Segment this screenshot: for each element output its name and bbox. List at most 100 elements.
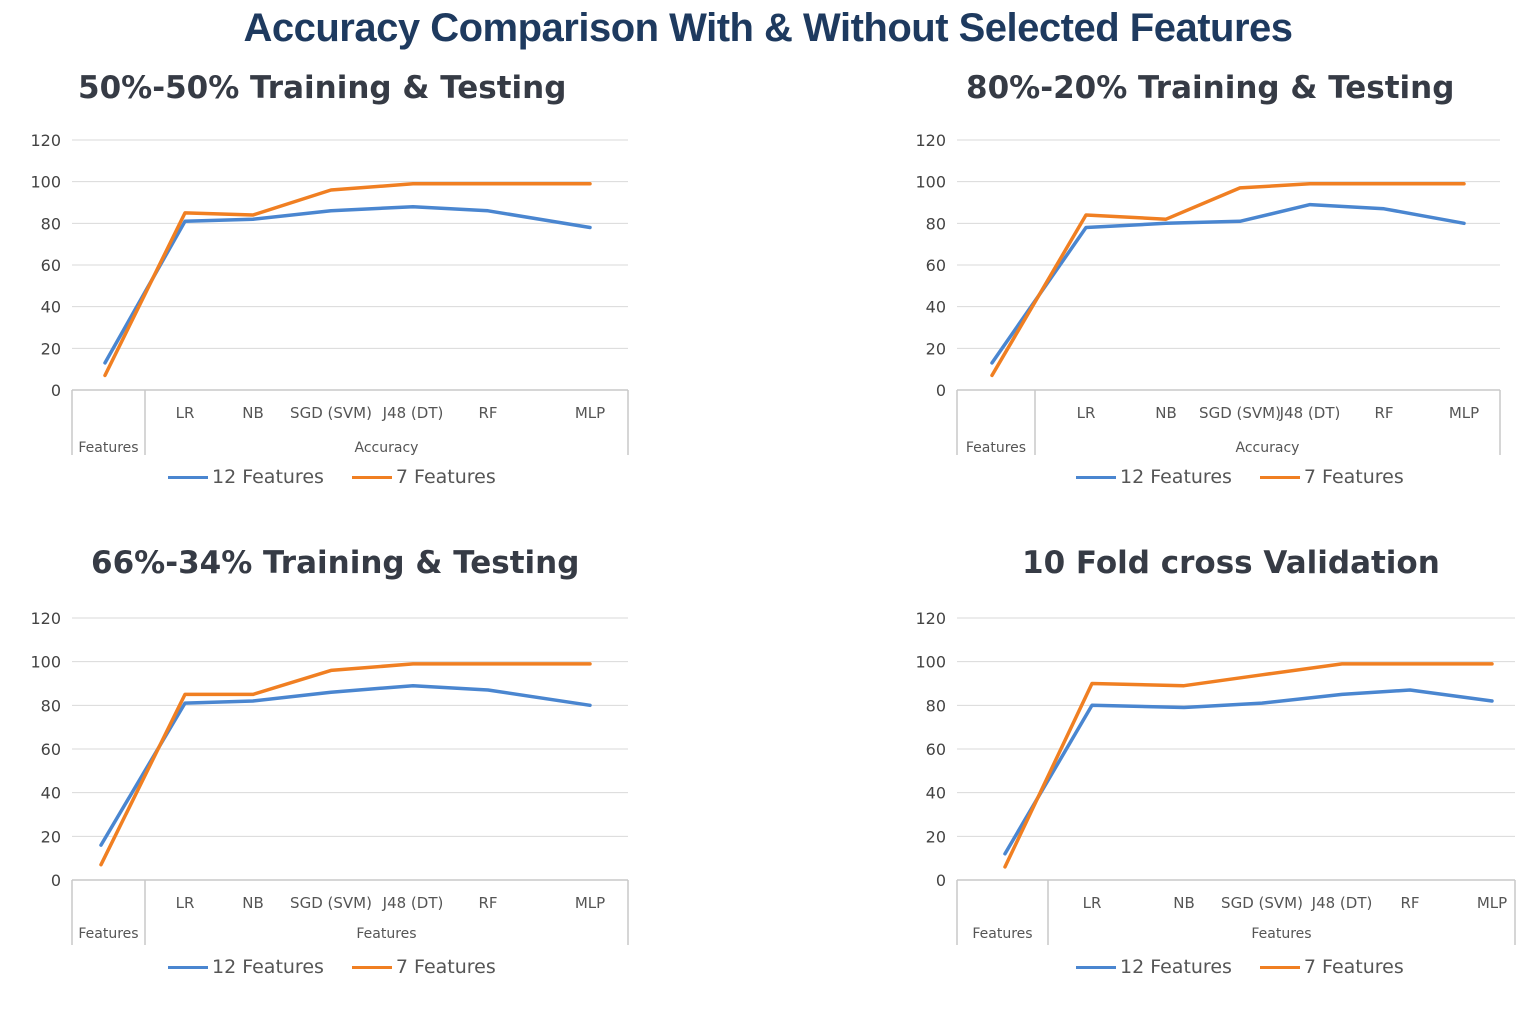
y-tick-label: 0 — [51, 871, 61, 890]
legend-label: 7 Features — [1303, 956, 1404, 978]
group-label: Features — [966, 440, 1026, 456]
legend-item: 12 Features — [168, 956, 324, 978]
chart-title: 80%-20% Training & Testing — [966, 70, 1455, 106]
chart-legend: 12 Features 7 Features — [168, 956, 524, 978]
group-label: Features — [356, 926, 416, 942]
group-label: Features — [78, 440, 138, 456]
x-tick-label: RF — [478, 404, 497, 422]
legend-label: 12 Features — [212, 466, 324, 488]
legend-item: 12 Features — [1076, 956, 1232, 978]
x-tick-label: RF — [1400, 894, 1419, 912]
chart-title: 66%-34% Training & Testing — [91, 545, 580, 581]
x-tick-label: LR — [1083, 894, 1102, 912]
x-tick-label: NB — [242, 404, 264, 422]
x-tick-label: NB — [1173, 894, 1195, 912]
y-tick-label: 120 — [30, 609, 61, 628]
series-line-7-features — [99, 662, 592, 867]
x-tick-label: J48 (DT) — [382, 404, 444, 422]
chart-legend: 12 Features 7 Features — [1076, 466, 1432, 488]
y-tick-label: 100 — [915, 653, 946, 672]
series-line-12-features — [99, 683, 592, 847]
y-tick-label: 0 — [936, 381, 946, 400]
x-tick-label: SGD (SVM) — [290, 404, 372, 422]
y-tick-label: 100 — [915, 173, 946, 192]
y-tick-label: 40 — [41, 784, 61, 803]
series-line-12-features — [103, 204, 592, 365]
legend-label: 12 Features — [1120, 956, 1232, 978]
legend-item: 7 Features — [351, 466, 496, 488]
chart-title: 10 Fold cross Validation — [1022, 545, 1440, 581]
x-tick-label: MLP — [575, 404, 605, 422]
x-tick-label: SGD (SVM) — [1199, 404, 1281, 422]
y-tick-label: 80 — [926, 696, 946, 715]
legend-swatch — [1076, 965, 1116, 969]
group-label: Features — [1251, 926, 1311, 942]
x-tick-label: J48 (DT) — [1311, 894, 1373, 912]
y-tick-label: 80 — [926, 214, 946, 233]
x-tick-label: RF — [478, 894, 497, 912]
y-tick-label: 120 — [915, 131, 946, 150]
y-tick-label: 120 — [30, 131, 61, 150]
y-tick-label: 60 — [926, 740, 946, 759]
legend-swatch — [168, 475, 208, 479]
legend-label: 12 Features — [212, 956, 324, 978]
legend-swatch — [1259, 965, 1300, 969]
group-label: Accuracy — [355, 440, 419, 456]
group-label: Features — [972, 926, 1032, 942]
x-tick-label: J48 (DT) — [382, 894, 444, 912]
legend-swatch — [1259, 475, 1300, 479]
y-tick-label: 60 — [41, 740, 61, 759]
y-tick-label: 40 — [41, 298, 61, 317]
legend-swatch — [351, 475, 392, 479]
group-label: Accuracy — [1236, 440, 1300, 456]
y-tick-label: 20 — [926, 827, 946, 846]
legend-item: 7 Features — [1259, 466, 1404, 488]
series-line-12-features — [1003, 688, 1494, 856]
legend-item: 12 Features — [168, 466, 324, 488]
chart-legend: 12 Features 7 Features — [168, 466, 524, 488]
x-tick-label: SGD (SVM) — [290, 894, 372, 912]
series-line-7-features — [103, 182, 592, 378]
legend-label: 7 Features — [395, 466, 496, 488]
chart-legend: 12 Features 7 Features — [1076, 956, 1432, 978]
y-tick-label: 20 — [41, 827, 61, 846]
legend-label: 12 Features — [1120, 466, 1232, 488]
y-tick-label: 0 — [51, 381, 61, 400]
legend-swatch — [168, 965, 208, 969]
y-tick-label: 20 — [926, 339, 946, 358]
legend-item: 12 Features — [1076, 466, 1232, 488]
y-tick-label: 20 — [41, 339, 61, 358]
x-tick-label: LR — [176, 894, 195, 912]
y-tick-label: 0 — [936, 871, 946, 890]
x-tick-label: NB — [1155, 404, 1177, 422]
chart-title: 50%-50% Training & Testing — [78, 70, 567, 106]
x-tick-label: NB — [242, 894, 264, 912]
x-tick-label: SGD (SVM) — [1221, 894, 1303, 912]
y-tick-label: 60 — [926, 256, 946, 275]
y-tick-label: 120 — [915, 609, 946, 628]
x-tick-label: LR — [176, 404, 195, 422]
group-label: Features — [78, 926, 138, 942]
y-tick-label: 40 — [926, 784, 946, 803]
y-tick-label: 80 — [41, 214, 61, 233]
x-tick-label: J48 (DT) — [1279, 404, 1341, 422]
x-tick-label: MLP — [1449, 404, 1479, 422]
main-title: Accuracy Comparison With & Without Selec… — [243, 6, 1293, 50]
legend-item: 7 Features — [351, 956, 496, 978]
x-tick-label: LR — [1077, 404, 1096, 422]
legend-label: 7 Features — [395, 956, 496, 978]
y-tick-label: 60 — [41, 256, 61, 275]
series-line-12-features — [990, 202, 1466, 365]
legend-swatch — [351, 965, 392, 969]
legend-label: 7 Features — [1303, 466, 1404, 488]
y-tick-label: 40 — [926, 298, 946, 317]
x-tick-label: RF — [1374, 404, 1393, 422]
x-tick-label: MLP — [1477, 894, 1507, 912]
y-tick-label: 100 — [30, 173, 61, 192]
legend-item: 7 Features — [1259, 956, 1404, 978]
x-tick-label: MLP — [575, 894, 605, 912]
